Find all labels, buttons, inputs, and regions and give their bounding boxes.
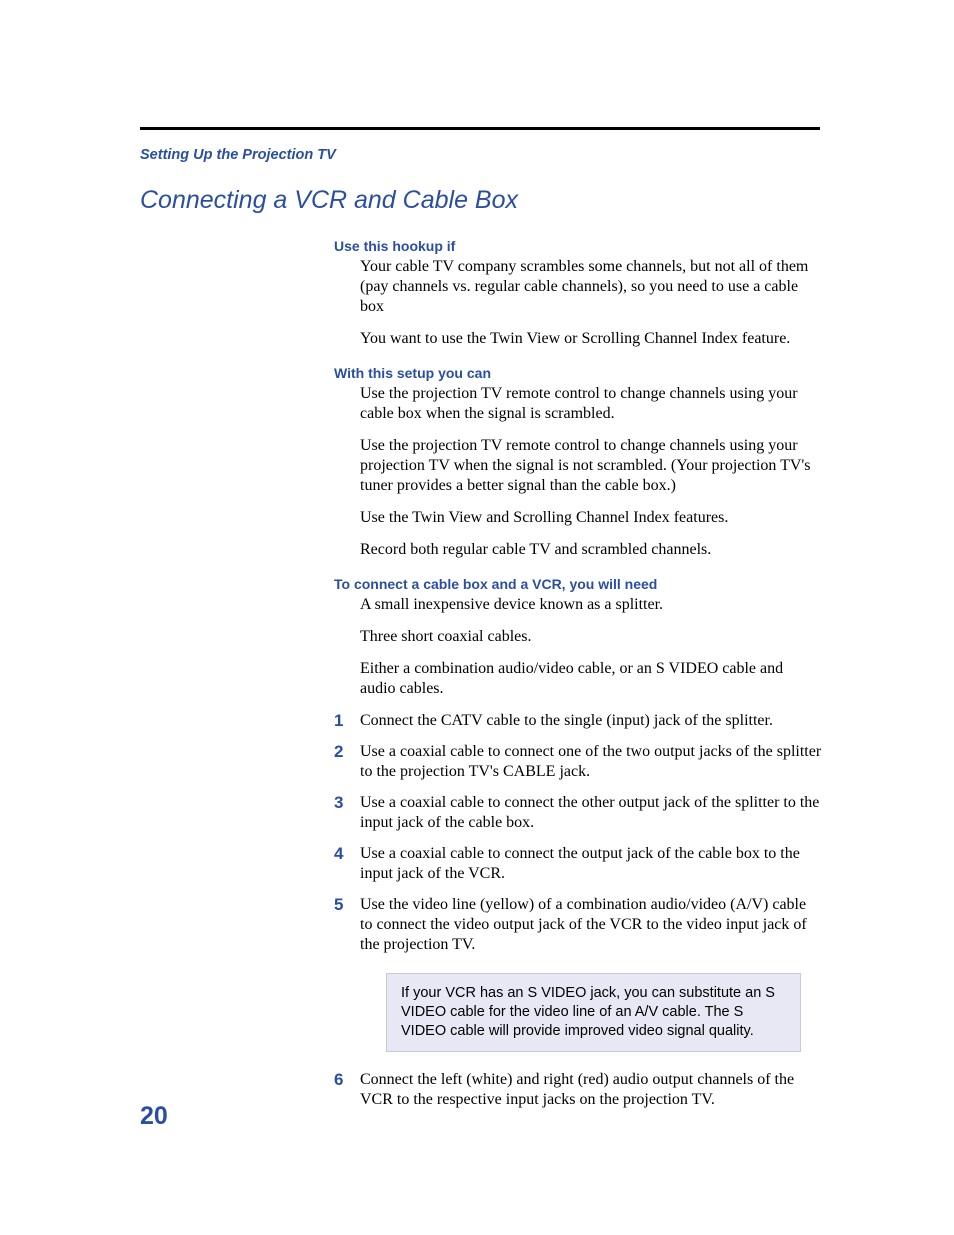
step-number: 2 bbox=[334, 742, 360, 762]
step-number: 5 bbox=[334, 895, 360, 915]
running-head: Setting Up the Projection TV bbox=[140, 147, 336, 163]
top-rule bbox=[140, 127, 820, 130]
para: Either a combination audio/video cable, … bbox=[360, 659, 822, 699]
para: Your cable TV company scrambles some cha… bbox=[360, 257, 822, 317]
para: Use the Twin View and Scrolling Channel … bbox=[360, 508, 822, 528]
step-item: 2 Use a coaxial cable to connect one of … bbox=[334, 742, 822, 782]
subhead-with-setup: With this setup you can bbox=[334, 365, 822, 381]
step-text: Connect the CATV cable to the single (in… bbox=[360, 711, 773, 731]
para: Use the projection TV remote control to … bbox=[360, 384, 822, 424]
step-text: Use the video line (yellow) of a combina… bbox=[360, 895, 822, 955]
step-item: 5 Use the video line (yellow) of a combi… bbox=[334, 895, 822, 955]
step-number: 6 bbox=[334, 1070, 360, 1090]
step-text: Connect the left (white) and right (red)… bbox=[360, 1070, 822, 1110]
para: A small inexpensive device known as a sp… bbox=[360, 595, 822, 615]
step-item: 6 Connect the left (white) and right (re… bbox=[334, 1070, 822, 1110]
para: You want to use the Twin View or Scrolli… bbox=[360, 329, 822, 349]
step-text: Use a coaxial cable to connect one of th… bbox=[360, 742, 822, 782]
step-number: 1 bbox=[334, 711, 360, 731]
step-list: 1 Connect the CATV cable to the single (… bbox=[334, 711, 822, 955]
para: Use the projection TV remote control to … bbox=[360, 436, 822, 496]
page-title: Connecting a VCR and Cable Box bbox=[140, 186, 518, 215]
subhead-use-if: Use this hookup if bbox=[334, 238, 822, 254]
subhead-to-connect: To connect a cable box and a VCR, you wi… bbox=[334, 576, 822, 592]
document-page: Setting Up the Projection TV Connecting … bbox=[0, 0, 954, 1235]
note-box: If your VCR has an S VIDEO jack, you can… bbox=[386, 973, 801, 1052]
page-number: 20 bbox=[140, 1102, 168, 1131]
step-item: 1 Connect the CATV cable to the single (… bbox=[334, 711, 822, 731]
step-text: Use a coaxial cable to connect the other… bbox=[360, 793, 822, 833]
step-item: 4 Use a coaxial cable to connect the out… bbox=[334, 844, 822, 884]
para: Three short coaxial cables. bbox=[360, 627, 822, 647]
step-text: Use a coaxial cable to connect the outpu… bbox=[360, 844, 822, 884]
step-list-continued: 6 Connect the left (white) and right (re… bbox=[334, 1070, 822, 1110]
content-column: Use this hookup if Your cable TV company… bbox=[334, 238, 822, 1128]
para: Record both regular cable TV and scrambl… bbox=[360, 540, 822, 560]
step-item: 3 Use a coaxial cable to connect the oth… bbox=[334, 793, 822, 833]
step-number: 3 bbox=[334, 793, 360, 813]
step-number: 4 bbox=[334, 844, 360, 864]
